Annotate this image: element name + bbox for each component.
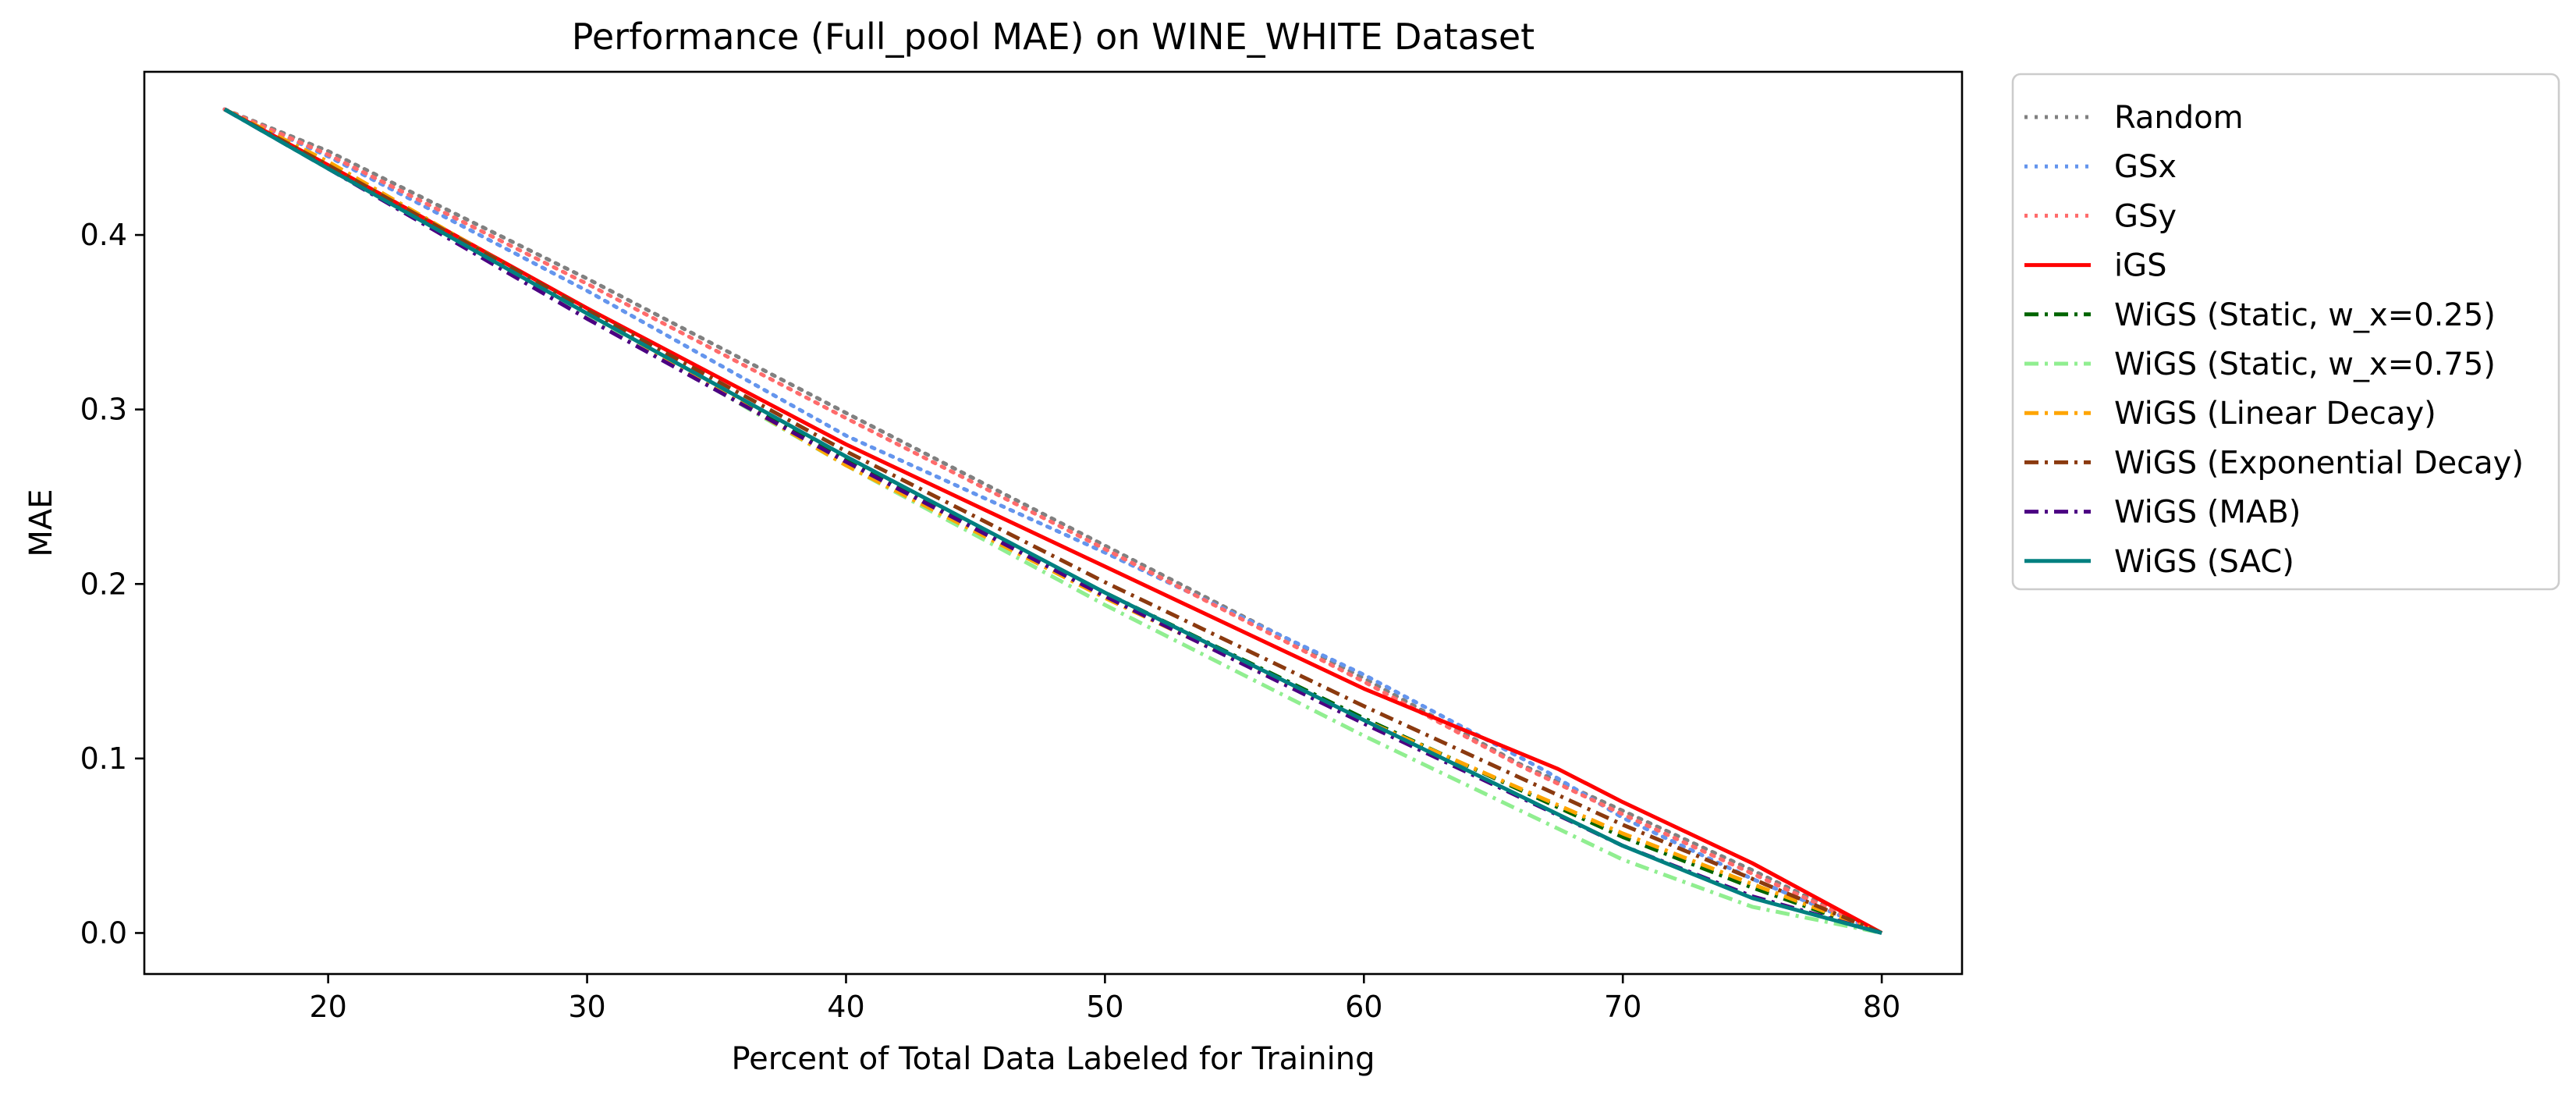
legend-label-9: WiGS (SAC) [2114,544,2294,580]
x-tick-label: 30 [568,990,605,1024]
x-tick-label: 40 [827,990,864,1024]
series-line-3 [223,107,1883,935]
y-tick-label: 0.2 [80,567,127,601]
legend-label-8: WiGS (MAB) [2114,495,2301,531]
x-tick-label: 70 [1604,990,1641,1024]
legend-entries: Random GSx GSy iGS WiGS (Static, w_x=0.25) Wi… [2024,100,2524,580]
y-tick-label: 0.1 [80,741,127,776]
plot-area [143,70,1964,976]
y-tick-label: 0.3 [80,393,127,427]
y-axis-label: MAE [23,489,59,556]
legend-label-3: iGS [2114,248,2167,284]
x-tick-label: 20 [309,990,346,1024]
x-axis-ticks: 20 30 40 50 60 70 80 [309,974,1900,1024]
series-line-2 [222,107,1884,935]
legend-label-0: Random [2114,100,2244,136]
legend-box [2011,73,2560,591]
series-layer [222,107,1884,935]
y-axis-ticks: 0.0 0.1 0.2 0.3 0.4 [80,218,144,950]
legend-label-5: WiGS (Static, w_x=0.75) [2114,347,2496,382]
legend-label-2: GSy [2114,198,2177,234]
legend-label-7: WiGS (Exponential Decay) [2114,445,2524,481]
plot-frame [143,70,1964,976]
x-tick-label: 60 [1345,990,1382,1024]
y-tick-label: 0.4 [80,218,127,252]
series-line-7 [223,107,1883,935]
legend: Random GSx GSy iGS WiGS (Static, w_x=0.25) Wi… [2011,73,2560,591]
y-tick-label: 0.0 [80,915,127,950]
legend-label-6: WiGS (Linear Decay) [2114,396,2436,432]
legend-label-1: GSx [2114,149,2177,185]
x-axis-label: Percent of Total Data Labeled for Traini… [731,1041,1375,1077]
x-tick-label: 50 [1086,990,1123,1024]
chart-title: Performance (Full_pool MAE) on WINE_WHIT… [572,16,1535,58]
x-tick-label: 80 [1863,990,1900,1024]
legend-label-4: WiGS (Static, w_x=0.25) [2114,297,2496,333]
series-line-9 [223,107,1882,935]
